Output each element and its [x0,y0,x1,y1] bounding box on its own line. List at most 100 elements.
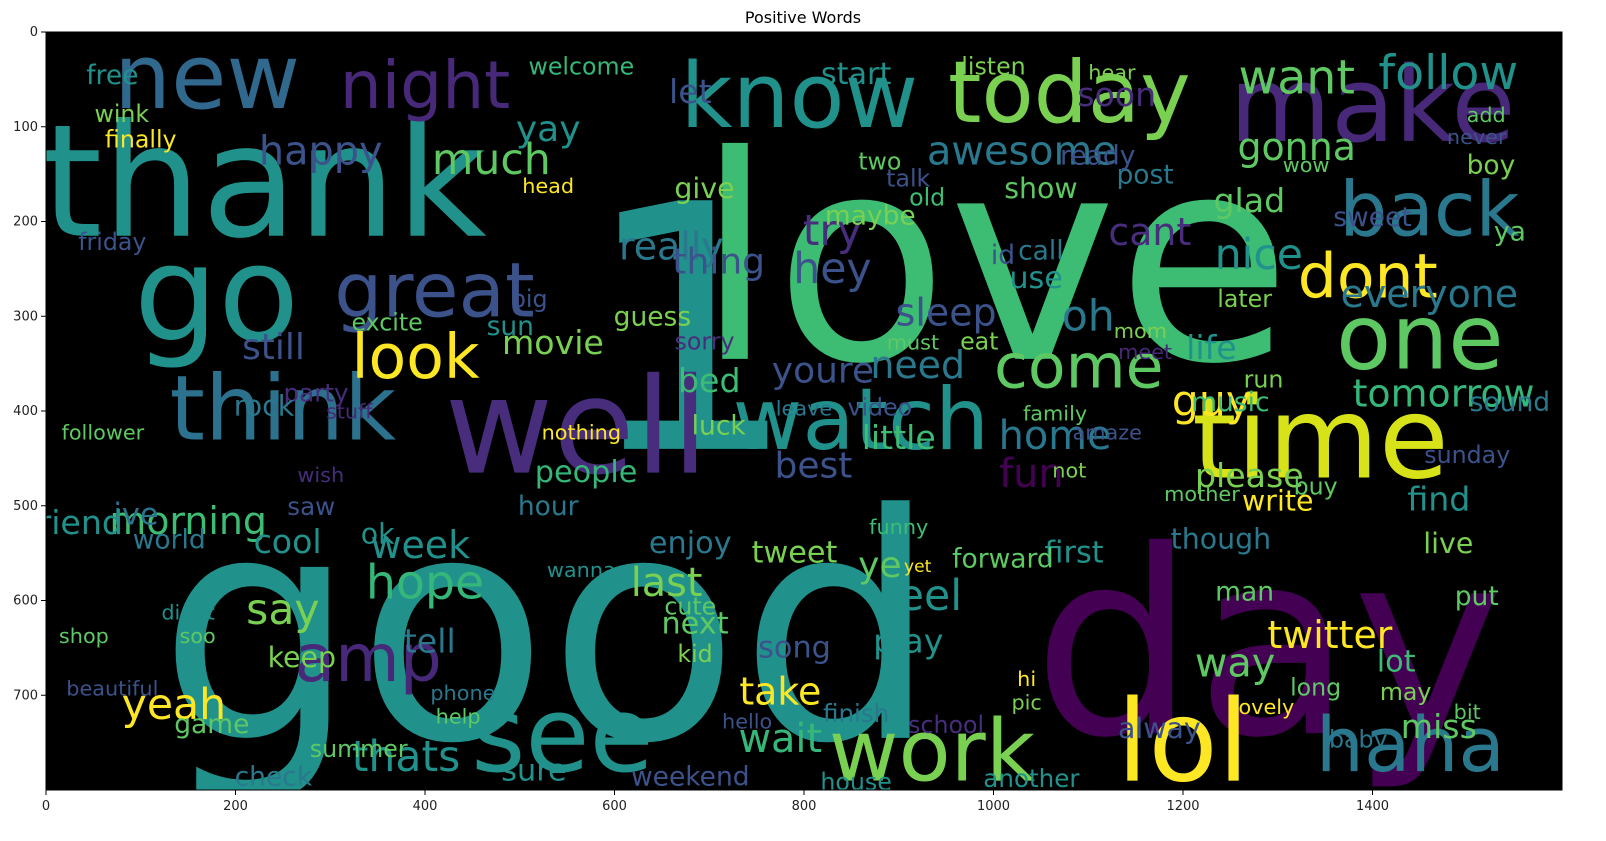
word-maybe: maybe [825,200,916,231]
word-though: though [1171,522,1272,555]
y-axis: 0 100 200 300 400 500 600 700 [13,25,46,703]
word-old: old [909,183,945,211]
word-start: start [821,57,892,92]
x-tick-label: 400 [413,799,438,814]
word-finish: finish [823,699,889,728]
word-hey: hey [793,244,871,294]
word-mother: mother [1164,482,1240,506]
word-never: never [1447,125,1507,149]
word-family: family [1023,401,1087,425]
y-tick-label: 600 [13,594,38,609]
word-write: write [1242,484,1313,517]
word-yet: yet [904,557,932,577]
word-thank: thank [41,91,487,273]
word-still: still [242,327,305,368]
word-thats: thats [352,732,461,782]
word-call: call [1018,235,1064,266]
word-finally: finally [105,126,177,154]
word-look: look [351,321,479,393]
word-home: home [999,413,1112,459]
word-enjoy: enjoy [649,526,732,561]
word-free: free [86,60,138,91]
word-pic: pic [1011,690,1041,714]
word-game: game [174,709,249,740]
word-use: use [1009,261,1063,296]
word-movie: movie [502,323,604,362]
word-one: one [1336,285,1503,390]
word-know: know [680,44,918,149]
y-tick-label: 300 [13,309,38,324]
word-want: want [1238,51,1354,106]
x-tick-label: 1400 [1356,799,1389,814]
word-little: little [862,418,936,457]
y-tick-label: 100 [13,120,38,135]
word-guy: guy [1172,377,1251,427]
word-boy: boy [1467,150,1516,181]
word-not: not [1052,458,1086,482]
word-think: think [170,356,397,461]
x-tick-label: 200 [223,799,248,814]
word-twitter: twitter [1267,613,1392,657]
word-world: world [133,524,206,555]
word-follower: follower [62,420,145,444]
word-week: week [370,523,470,567]
word-sun: sun [487,311,534,342]
word-run: run [1244,365,1284,393]
word-forward: forward [952,543,1054,574]
word-welcome: welcome [528,53,634,81]
word-haha: haha [1316,701,1505,789]
word-ye: ye [858,545,901,586]
word-find: find [1407,479,1470,518]
word-people: people [535,455,638,490]
word-see: see [471,674,653,796]
word-hope: hope [366,556,484,611]
word-ya: ya [1494,216,1526,247]
word-guess: guess [614,302,692,333]
word-buy: buy [1294,472,1338,500]
word-oh: oh [1062,291,1115,341]
word-first: first [1044,536,1103,571]
word-love: love [695,96,1291,427]
word-song: song [758,630,831,665]
word-leave: leave [776,397,832,421]
word-stuff: stuff [326,400,373,424]
word-awesome: awesome [927,129,1117,175]
word-dont: dont [1298,240,1438,312]
word-music: music [1191,387,1269,418]
word-lol: lol [1117,675,1250,808]
word-today: today [948,44,1191,143]
word-miss: miss [1401,707,1477,746]
word-head: head [522,174,574,198]
word-sweet: sweet [1333,202,1411,233]
word-hello: hello [722,709,772,733]
x-tick-label: 1000 [977,799,1010,814]
word-summer: summer [310,735,408,763]
word-put: put [1455,581,1499,612]
word-two: two [858,147,901,175]
word-beautiful: beautiful [66,676,158,700]
word-talk: talk [886,164,930,192]
word-long: long [1290,673,1341,701]
word-luck: luck [692,411,747,442]
word-lot: lot [1377,645,1416,680]
word-school: school [908,711,984,739]
word-hi: hi [1017,667,1036,691]
word-help: help [436,705,481,729]
x-axis: 0 200 400 600 800 1000 1200 1400 [42,790,1389,814]
word-amp: amp [295,619,442,697]
word-may: may [1380,678,1432,706]
word-cant: cant [1108,210,1191,254]
word-nice: nice [1215,230,1303,280]
word-feel: feel [883,571,962,621]
word-post: post [1116,160,1173,191]
word-saw: saw [287,492,335,521]
word-say: say [246,585,320,635]
word-thing: thing [672,242,765,283]
x-tick-label: 0 [42,799,50,814]
word-let: let [669,72,712,111]
word-keep: keep [268,641,336,674]
word-later: later [1217,285,1272,313]
word-bed: bed [678,361,741,400]
word-friday: friday [78,228,146,256]
